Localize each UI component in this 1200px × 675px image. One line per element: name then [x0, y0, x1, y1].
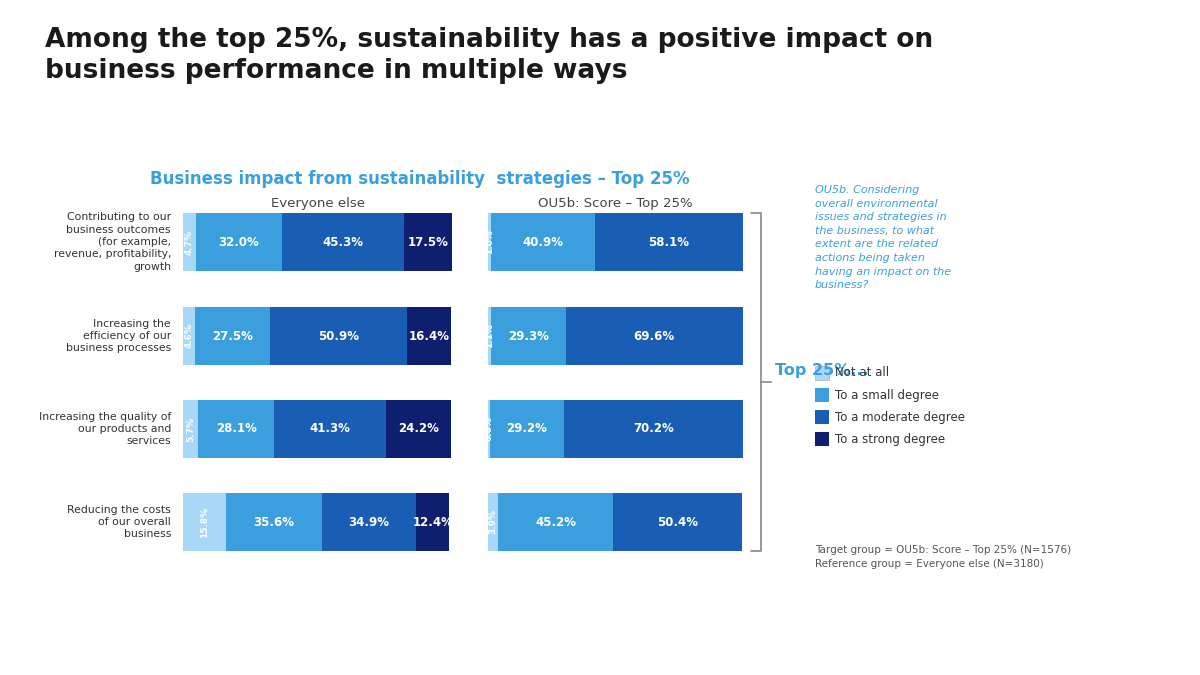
Bar: [488, 307, 491, 365]
Text: 12.4%: 12.4%: [413, 516, 454, 529]
Text: 4.6%: 4.6%: [185, 323, 193, 348]
Text: Target group = OU5b: Score – Top 25% (N=1576)
Reference group = Everyone else (N: Target group = OU5b: Score – Top 25% (N=…: [815, 545, 1072, 569]
Text: 1.0%: 1.0%: [485, 230, 493, 254]
Bar: [416, 493, 450, 551]
Bar: [407, 307, 451, 365]
Bar: [196, 307, 270, 365]
Text: To a moderate degree: To a moderate degree: [835, 410, 965, 423]
Text: 17.5%: 17.5%: [408, 236, 449, 248]
Bar: [275, 400, 385, 458]
Bar: [564, 400, 743, 458]
Text: 69.6%: 69.6%: [634, 329, 674, 342]
Text: 4.7%: 4.7%: [185, 230, 194, 254]
Text: 29.3%: 29.3%: [508, 329, 548, 342]
Bar: [488, 213, 491, 271]
Text: 32.0%: 32.0%: [218, 236, 259, 248]
Text: Not at all: Not at all: [835, 367, 889, 379]
Text: 41.3%: 41.3%: [310, 423, 350, 435]
Bar: [182, 400, 198, 458]
Bar: [815, 388, 829, 402]
Text: 28.1%: 28.1%: [216, 423, 257, 435]
Text: OU5b. Considering
overall environmental
issues and strategies in
the business, t: OU5b. Considering overall environmental …: [815, 185, 952, 290]
Text: 0.6%: 0.6%: [485, 416, 493, 441]
Text: 58.1%: 58.1%: [648, 236, 690, 248]
Text: 29.2%: 29.2%: [506, 423, 547, 435]
Bar: [491, 213, 595, 271]
Text: Among the top 25%, sustainability has a positive impact on
business performance : Among the top 25%, sustainability has a …: [46, 27, 934, 84]
Text: 16.4%: 16.4%: [409, 329, 450, 342]
Bar: [322, 493, 416, 551]
Text: 3.9%: 3.9%: [488, 510, 498, 535]
Text: OU5b: Score – Top 25%: OU5b: Score – Top 25%: [538, 197, 692, 210]
Bar: [385, 400, 451, 458]
Text: 15.8%: 15.8%: [200, 506, 209, 537]
Text: Increasing the quality of
our products and
services: Increasing the quality of our products a…: [38, 412, 172, 446]
Bar: [565, 307, 743, 365]
Bar: [498, 493, 613, 551]
Text: Business impact from sustainability  strategies – Top 25%: Business impact from sustainability stra…: [150, 170, 690, 188]
Bar: [282, 213, 404, 271]
Bar: [490, 400, 564, 458]
Text: 50.4%: 50.4%: [656, 516, 698, 529]
Bar: [182, 307, 196, 365]
Text: 40.9%: 40.9%: [522, 236, 563, 248]
Bar: [595, 213, 743, 271]
Bar: [270, 307, 407, 365]
Text: 1.1%: 1.1%: [485, 323, 494, 348]
Text: Reducing the costs
of our overall
business: Reducing the costs of our overall busine…: [67, 505, 172, 539]
Text: 70.2%: 70.2%: [634, 423, 674, 435]
Bar: [613, 493, 742, 551]
Text: 27.5%: 27.5%: [212, 329, 253, 342]
Text: 34.9%: 34.9%: [348, 516, 389, 529]
Text: Everyone else: Everyone else: [271, 197, 365, 210]
Bar: [488, 493, 498, 551]
Bar: [815, 410, 829, 424]
Text: Contributing to our
business outcomes
(for example,
revenue, profitability,
grow: Contributing to our business outcomes (f…: [54, 212, 172, 272]
Text: 45.2%: 45.2%: [535, 516, 576, 529]
Text: 5.7%: 5.7%: [186, 416, 196, 441]
Text: 45.3%: 45.3%: [323, 236, 364, 248]
Text: To a strong degree: To a strong degree: [835, 433, 946, 446]
Text: 35.6%: 35.6%: [253, 516, 294, 529]
Text: Increasing the
efficiency of our
business processes: Increasing the efficiency of our busines…: [66, 319, 172, 354]
Bar: [198, 400, 275, 458]
Bar: [196, 213, 282, 271]
Text: 50.9%: 50.9%: [318, 329, 359, 342]
Bar: [182, 213, 196, 271]
Text: 24.2%: 24.2%: [398, 423, 439, 435]
Bar: [815, 366, 829, 380]
Text: To a small degree: To a small degree: [835, 389, 940, 402]
Bar: [488, 400, 490, 458]
Bar: [815, 432, 829, 446]
Bar: [491, 307, 565, 365]
Bar: [182, 493, 226, 551]
Bar: [226, 493, 322, 551]
Text: Top 25%...: Top 25%...: [775, 363, 869, 378]
Bar: [404, 213, 451, 271]
